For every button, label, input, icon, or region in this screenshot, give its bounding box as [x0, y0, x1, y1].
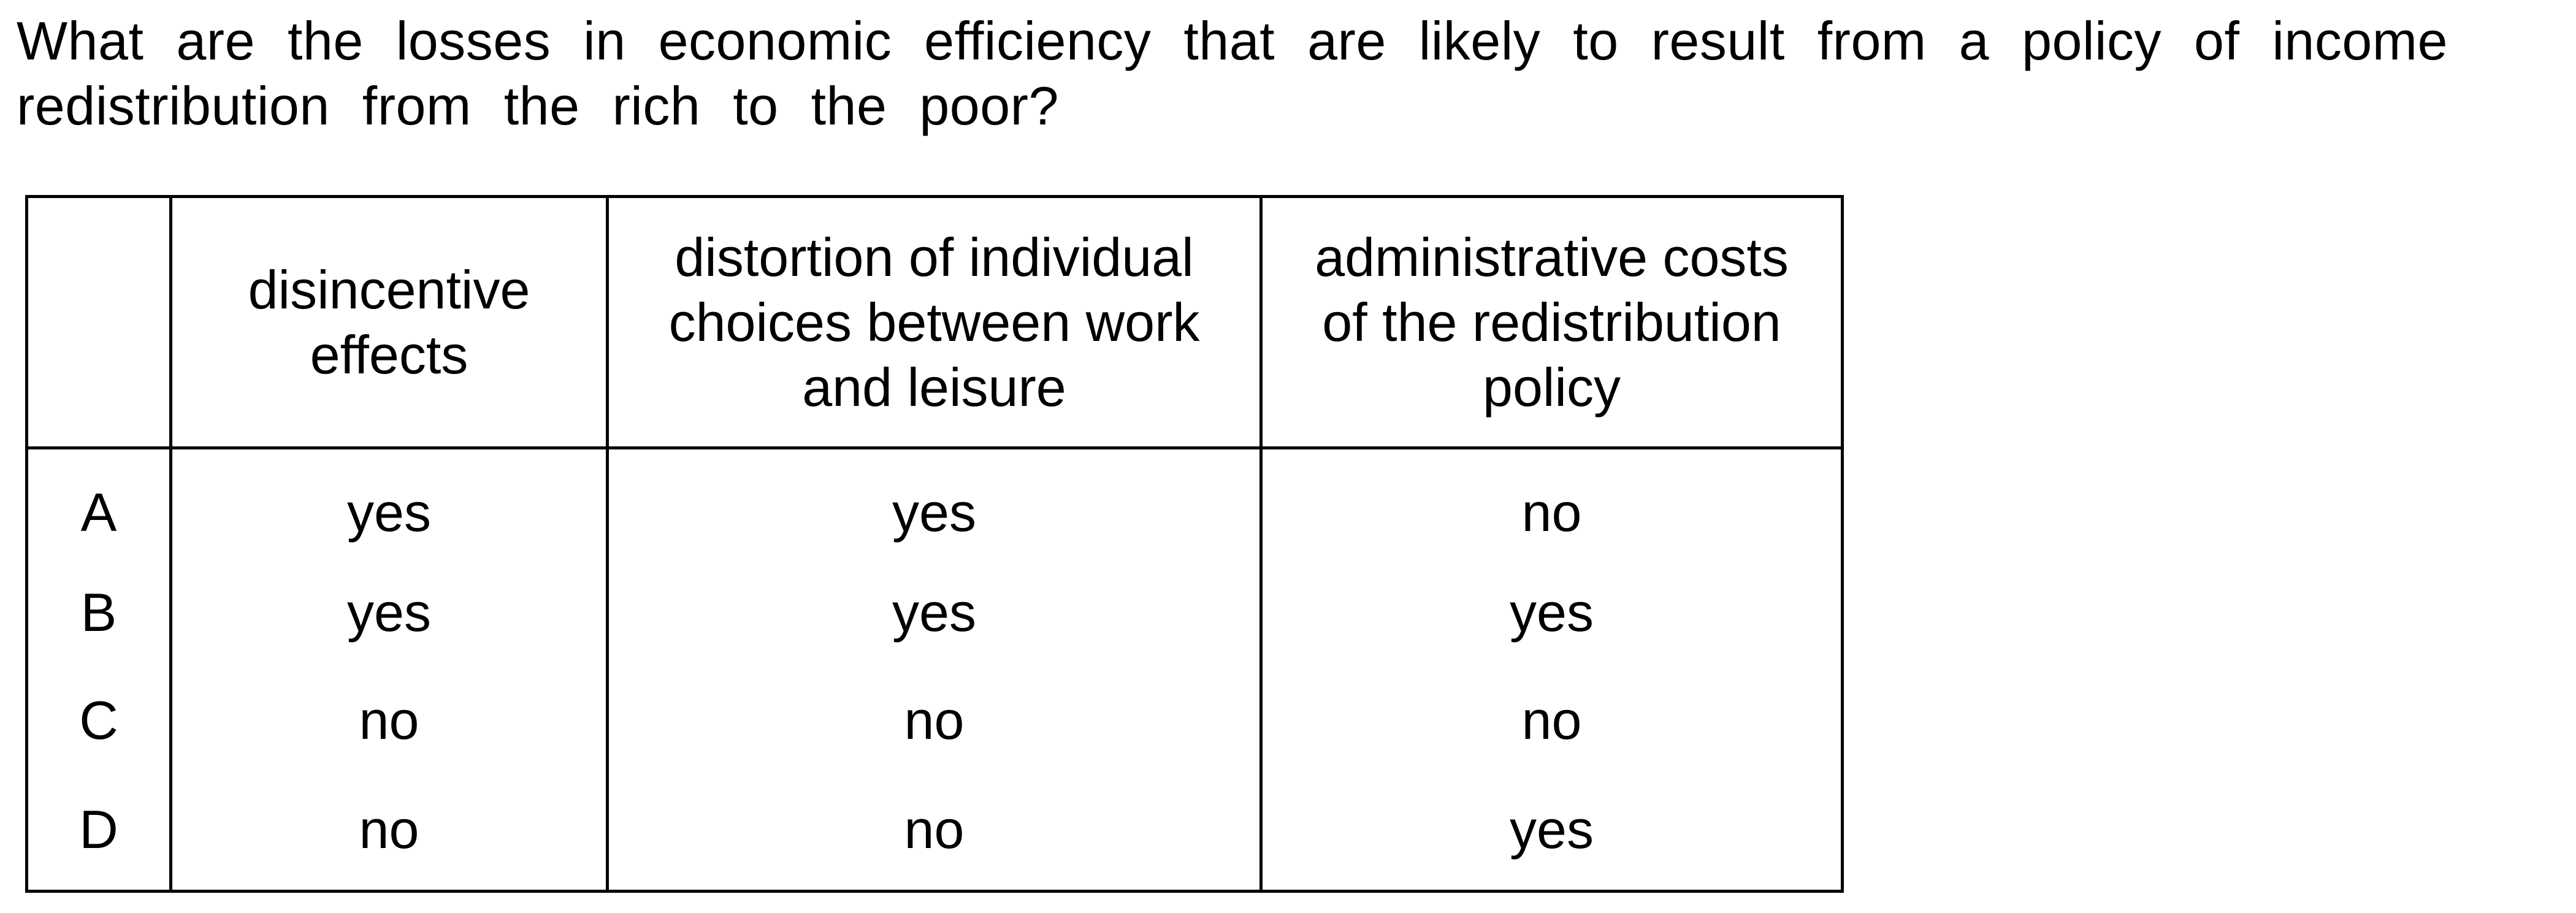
- table-cell: yes: [1259, 774, 1844, 893]
- option-key: B: [25, 559, 172, 667]
- header-text: disincentive: [248, 259, 530, 320]
- table-cell: no: [606, 774, 1263, 893]
- answer-options-table: disincentive effects distortion of indiv…: [25, 195, 1844, 893]
- table-cell: no: [1259, 448, 1844, 559]
- header-text: policy: [1483, 356, 1621, 418]
- header-text: choices between work: [668, 291, 1200, 353]
- table-cell: yes: [169, 559, 609, 667]
- header-administrative-costs: administrative costs of the redistributi…: [1259, 195, 1844, 449]
- table-cell: no: [1259, 667, 1844, 774]
- question-line-1: What are the losses in economic efficien…: [17, 10, 2448, 71]
- table-row: B yes yes yes: [25, 559, 1844, 667]
- option-key: A: [25, 448, 172, 559]
- table-row: A yes yes no: [25, 448, 1844, 559]
- question-text: What are the losses in economic efficien…: [17, 9, 2469, 139]
- header-text: administrative costs: [1315, 226, 1789, 288]
- header-text: of the redistribution: [1322, 291, 1781, 353]
- table-cell: no: [169, 774, 609, 893]
- option-key: C: [25, 667, 172, 774]
- table-cell: yes: [606, 559, 1263, 667]
- question-line-2: redistribution from the rich to the poor…: [17, 75, 1059, 136]
- header-text: and leisure: [802, 356, 1066, 418]
- table-header-row: disincentive effects distortion of indiv…: [25, 195, 1844, 449]
- header-text: effects: [310, 324, 468, 385]
- table-cell: no: [606, 667, 1263, 774]
- table-row: C no no no: [25, 667, 1844, 774]
- table-row: D no no yes: [25, 774, 1844, 893]
- table-cell: no: [169, 667, 609, 774]
- table-cell: yes: [169, 448, 609, 559]
- header-distortion-of-choices: distortion of individual choices between…: [606, 195, 1263, 449]
- option-key: D: [25, 774, 172, 893]
- table-cell: yes: [606, 448, 1263, 559]
- header-text: distortion of individual: [675, 226, 1194, 288]
- header-disincentive-effects: disincentive effects: [169, 195, 609, 449]
- table-cell: yes: [1259, 559, 1844, 667]
- header-cell-empty: [25, 195, 172, 449]
